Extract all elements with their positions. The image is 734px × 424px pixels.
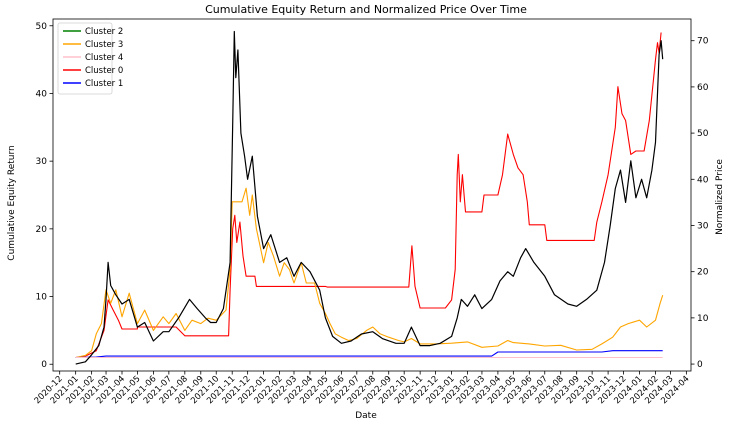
legend-box [57,22,113,95]
y-tick-label: 30 [36,157,48,167]
y-tick-label: 40 [36,89,48,99]
y2-tick-label: 60 [697,83,709,93]
legend-label: Cluster 1 [85,79,123,89]
legend-label: Cluster 0 [85,66,123,76]
y-axis-label: Cumulative Equity Return [7,145,17,260]
series-line-cluster-0 [75,32,662,359]
plot-frame [52,18,692,372]
series-line-cluster-3 [75,187,664,359]
series-line-cluster-1 [75,350,663,359]
y2-tick-label: 10 [697,314,709,324]
legend-label: Cluster 4 [85,53,123,63]
legend-label: Cluster 3 [85,40,123,50]
x-axis-label: Date [355,411,377,421]
y-tick-label: 0 [41,360,47,370]
y-tick-label: 20 [36,225,48,235]
legend-label: Cluster 2 [85,27,123,37]
y2-tick-label: 50 [697,129,709,139]
y2-tick-label: 40 [697,175,709,185]
legend: Cluster 2 Cluster 3 Cluster 4 Cluster 0 Clus… [57,22,123,95]
series-line-normalized-price [75,30,664,365]
y2-axis-label: Normalized Price [715,159,725,235]
y2-tick-label: 20 [697,268,709,278]
y2-tick-label: 0 [697,360,703,370]
y-tick-label: 10 [36,293,48,303]
y-tick-label: 50 [36,22,48,32]
y2-tick-label: 30 [697,221,709,231]
plot-area [75,30,664,365]
y2-tick-label: 70 [697,37,709,47]
chart-title: Cumulative Equity Return and Normalized … [205,3,527,16]
